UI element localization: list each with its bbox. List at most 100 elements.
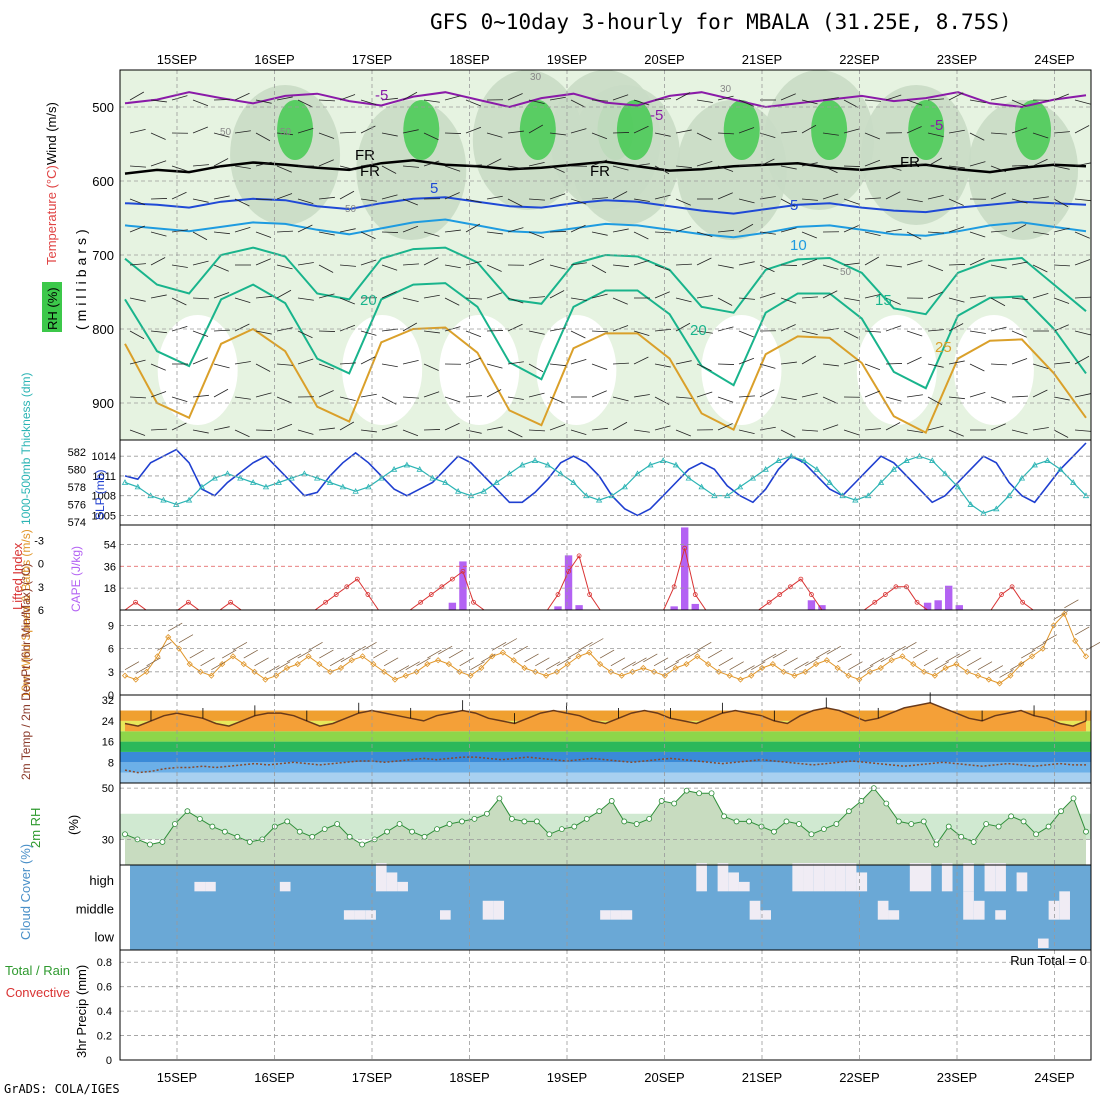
wind-barb bbox=[738, 357, 755, 365]
wind-barb bbox=[1074, 162, 1091, 167]
wind-barb bbox=[948, 165, 965, 169]
wind-barb bbox=[570, 198, 587, 205]
wind-barb bbox=[822, 97, 839, 101]
wind-barb bbox=[339, 396, 356, 401]
isotherm--5 bbox=[124, 91, 1087, 109]
rh-dry-area bbox=[953, 315, 1034, 425]
cape-tick-label: 54 bbox=[104, 539, 116, 551]
rh2m-point bbox=[122, 831, 128, 838]
rh2m-point bbox=[1058, 808, 1064, 815]
contour-label: 10 bbox=[790, 237, 807, 254]
wind-barb bbox=[318, 159, 334, 167]
wind-speed-point bbox=[489, 653, 496, 660]
x-tick-label-top: 23SEP bbox=[937, 52, 977, 67]
wind-barb bbox=[486, 158, 502, 167]
rh2m-point bbox=[558, 826, 565, 833]
wind-speed-point bbox=[208, 672, 215, 679]
precip-tick-label: 0.6 bbox=[97, 982, 112, 994]
rh2m-point bbox=[721, 813, 727, 820]
thickness-point bbox=[390, 466, 398, 472]
wind-barb bbox=[192, 99, 209, 107]
rh2m-point bbox=[758, 823, 765, 830]
wind-barb bbox=[339, 131, 356, 134]
wind-speed-point bbox=[953, 661, 960, 668]
wind-barb bbox=[1074, 393, 1091, 398]
wind-barb-10m bbox=[502, 638, 518, 647]
wind-barb bbox=[696, 257, 712, 266]
thickness-point bbox=[134, 483, 141, 490]
rh2m-point bbox=[309, 833, 316, 840]
li-point bbox=[999, 592, 1004, 597]
slp-line bbox=[124, 442, 1087, 517]
wind-tick-label: 9 bbox=[108, 620, 114, 632]
wind-barb bbox=[1011, 429, 1028, 435]
wind-barb bbox=[969, 363, 985, 372]
wind-barb bbox=[129, 359, 146, 365]
rh2m-point bbox=[172, 821, 178, 827]
thickness-point bbox=[749, 474, 757, 481]
wind-barb-10m bbox=[977, 661, 993, 670]
wind-barb bbox=[864, 159, 881, 167]
cloud-level-label: high bbox=[89, 873, 114, 888]
thickness-point bbox=[442, 479, 449, 485]
wind-barb-10m bbox=[1075, 626, 1090, 636]
x-tick-label-bottom: 22SEP bbox=[839, 1070, 879, 1085]
wind-barb bbox=[1032, 132, 1049, 139]
wind-barb bbox=[129, 91, 145, 101]
wind-barb bbox=[549, 327, 566, 332]
wind-barb bbox=[129, 297, 146, 302]
dewpoint-line bbox=[124, 756, 1086, 774]
wind-barb bbox=[381, 194, 398, 200]
wind-barb bbox=[969, 132, 985, 141]
wind-speed-point bbox=[132, 676, 139, 683]
wind-barb bbox=[360, 198, 377, 202]
li-point bbox=[576, 553, 582, 559]
thickness-point bbox=[659, 457, 667, 463]
rh2m-point bbox=[808, 831, 815, 838]
wind-barb-10m bbox=[956, 649, 971, 659]
wind-barb bbox=[1032, 427, 1049, 431]
wind-barb bbox=[423, 160, 440, 167]
cloud-cell-high bbox=[1016, 872, 1028, 892]
wind-barb bbox=[465, 99, 481, 107]
wind-speed-point bbox=[121, 672, 129, 679]
thickness-point bbox=[288, 474, 295, 481]
wind-barb bbox=[885, 363, 903, 365]
li-tick-label: -3 bbox=[34, 535, 44, 547]
wind-speed-point bbox=[186, 661, 193, 668]
wind-barb bbox=[444, 264, 461, 269]
wind-speed-point bbox=[931, 672, 938, 679]
wind-barb-10m bbox=[265, 665, 280, 674]
wind-barb bbox=[927, 291, 943, 299]
cloud-cell-high bbox=[194, 881, 206, 892]
wind-barb bbox=[990, 230, 1007, 233]
contour-label: FR bbox=[355, 147, 375, 164]
cloud-cell-high bbox=[813, 863, 825, 892]
contour-label: 50 bbox=[840, 267, 852, 278]
wind-barb bbox=[339, 297, 355, 305]
cape-tick-label: 18 bbox=[104, 583, 116, 595]
rh-high-area bbox=[277, 100, 314, 160]
wind-barb bbox=[885, 165, 902, 171]
legend-convective: Convective bbox=[6, 985, 70, 1000]
thickness-point bbox=[1031, 461, 1038, 468]
wind-barb bbox=[1032, 389, 1048, 398]
wind-barb bbox=[171, 422, 187, 431]
cloud-cell-middle bbox=[482, 900, 494, 920]
li-point bbox=[418, 599, 424, 605]
wind-speed-point bbox=[543, 672, 550, 679]
wind-barb bbox=[1053, 361, 1070, 365]
wind-barb bbox=[234, 92, 250, 101]
cloud-cell-high bbox=[696, 863, 707, 892]
wind-barb bbox=[780, 297, 797, 304]
thickness-point bbox=[173, 501, 180, 507]
wind-barb bbox=[906, 163, 923, 167]
thickness-tick-label: 582 bbox=[68, 447, 86, 459]
isotherm-10 bbox=[124, 218, 1087, 239]
wind-barb bbox=[192, 126, 208, 134]
x-tick-label-bottom: 16SEP bbox=[254, 1070, 294, 1085]
thickness-point bbox=[570, 479, 577, 485]
wind-barb bbox=[864, 390, 880, 398]
wind-speed-point bbox=[435, 657, 442, 664]
